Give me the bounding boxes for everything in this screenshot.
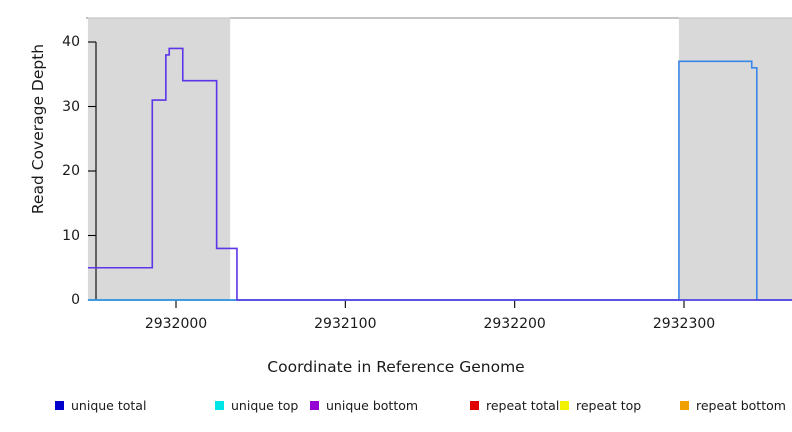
series-line-unique-bottom	[87, 47, 792, 301]
legend-swatch-icon-repeat-top	[560, 401, 569, 410]
series-line-unique-total	[87, 60, 792, 301]
chart-legend: unique total unique top unique bottom repea…	[0, 398, 792, 418]
x-tick-label-2932100: 2932100	[314, 316, 377, 332]
x-tick-label-2932200: 2932200	[483, 316, 546, 332]
legend-label: unique top	[231, 398, 299, 413]
legend-swatch-icon-unique-bottom	[310, 401, 319, 410]
x-axis-title: Coordinate in Reference Genome	[267, 358, 525, 376]
legend-swatch-icon-repeat-total	[470, 401, 479, 410]
legend-label: unique total	[71, 398, 147, 413]
y-tick-label-30: 30	[62, 98, 80, 115]
y-tick-label-20: 20	[62, 163, 80, 179]
legend-swatch-icon-repeat-bottom	[680, 401, 689, 410]
legend-swatch-icon-unique-top	[215, 401, 224, 410]
x-tick-label-2932300: 2932300	[652, 316, 716, 332]
y-tick-label-40: 40	[62, 34, 80, 50]
legend-item-unique-bottom[interactable]: unique bottom	[310, 398, 418, 413]
shaded-repeat-region-1	[87, 18, 231, 300]
y-tick-label-0: 0	[71, 292, 80, 308]
x-tick-label-2932000: 2932000	[144, 316, 208, 332]
legend-label: unique bottom	[326, 398, 419, 413]
legend-label: repeat total	[486, 398, 560, 413]
y-tick-label-10: 10	[62, 227, 80, 244]
legend-label: repeat top	[576, 398, 642, 413]
legend-label: repeat bottom	[696, 398, 786, 413]
legend-item-repeat-bottom[interactable]: repeat bottom	[680, 398, 786, 413]
legend-swatch-icon-unique-total	[55, 401, 64, 410]
shaded-repeat-region-2	[678, 18, 792, 300]
legend-item-repeat-total[interactable]: repeat total	[470, 398, 559, 413]
legend-item-repeat-top[interactable]: repeat top	[560, 398, 641, 413]
legend-item-unique-top[interactable]: unique top	[215, 398, 298, 413]
legend-item-unique-total[interactable]: unique total	[55, 398, 146, 413]
